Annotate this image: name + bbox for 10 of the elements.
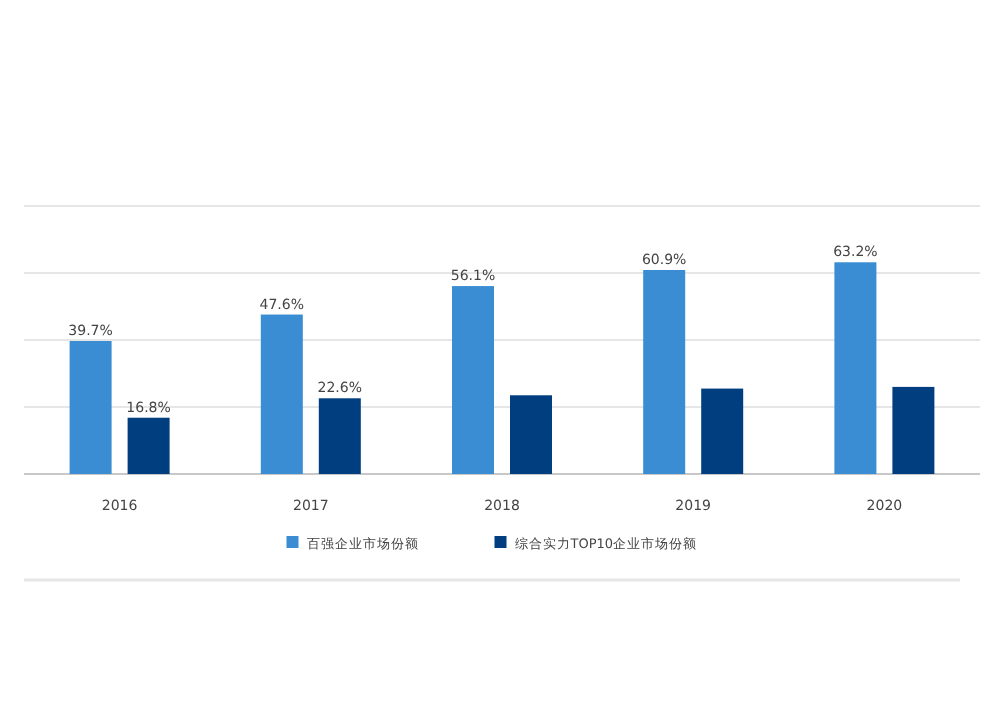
bar	[260, 314, 303, 474]
bar	[69, 341, 112, 474]
bar	[318, 398, 361, 474]
bar	[892, 386, 935, 474]
bar	[834, 262, 877, 474]
bar	[452, 286, 494, 474]
bar	[701, 388, 744, 474]
bar	[643, 269, 686, 474]
bar	[510, 395, 552, 474]
bar	[127, 417, 170, 474]
